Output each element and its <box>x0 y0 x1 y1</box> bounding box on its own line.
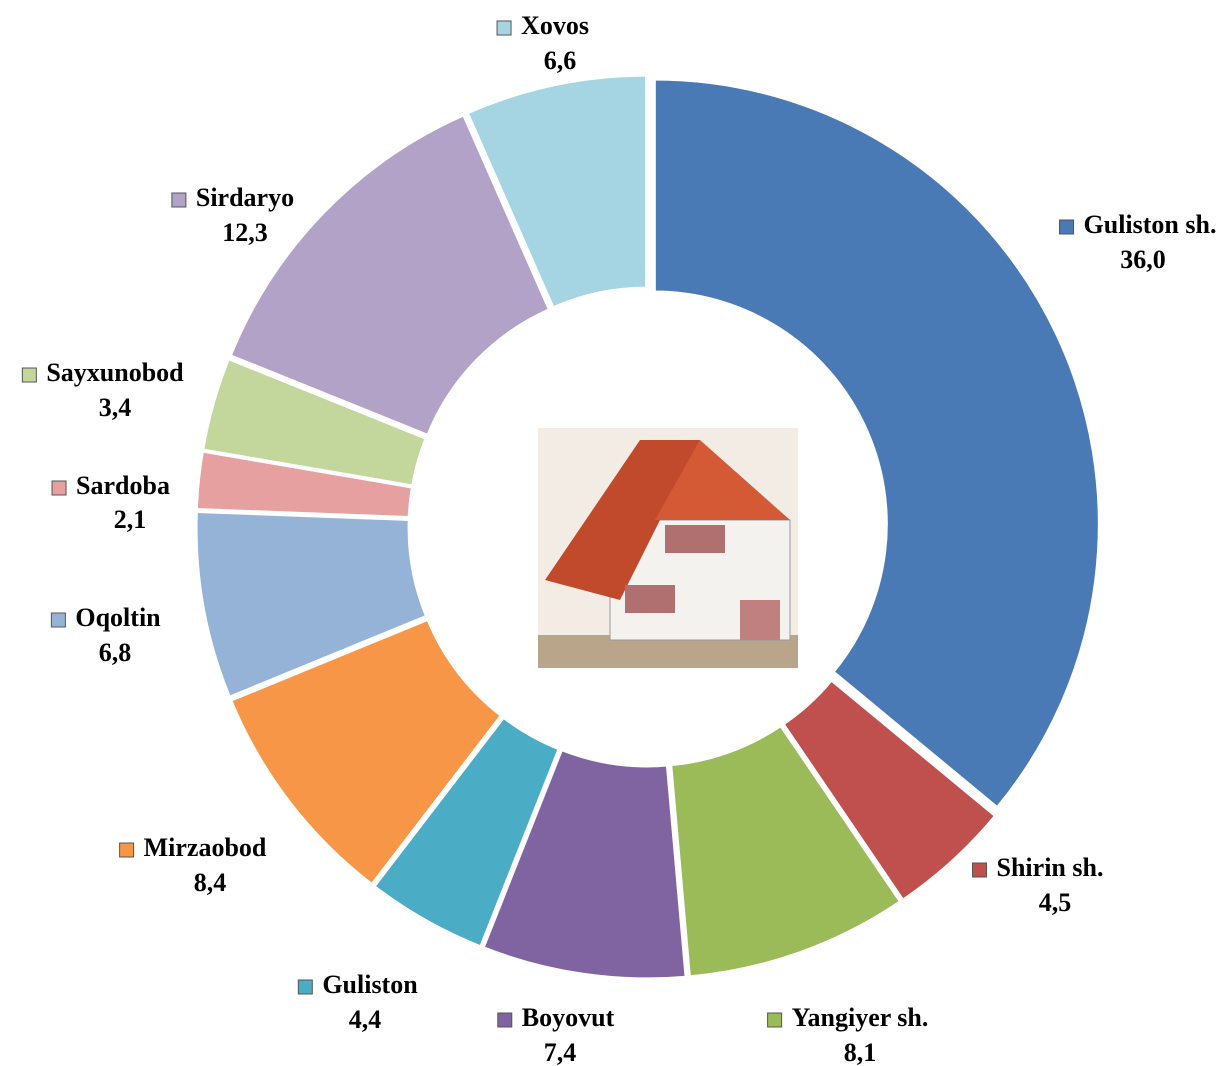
value-label: 4,4 <box>349 1005 382 1034</box>
legend-label: Sirdaryo <box>196 183 294 212</box>
legend-label: Oqoltin <box>75 603 161 632</box>
legend-label: Guliston sh. <box>1084 210 1217 239</box>
value-label: 4,5 <box>1039 888 1072 917</box>
legend-key <box>172 193 186 207</box>
house-window <box>625 585 675 613</box>
legend-key <box>768 1013 782 1027</box>
legend-label: Guliston <box>322 970 418 999</box>
house-door <box>740 600 780 640</box>
center-house-picture <box>538 428 798 668</box>
value-label: 36,0 <box>1120 245 1166 274</box>
legend-key <box>298 980 312 994</box>
legend-label: Mirzaobod <box>144 833 267 862</box>
value-label: 6,8 <box>99 638 132 667</box>
chart: Guliston sh. 36,0 Shirin sh. 4,5 Yangiyer sh… <box>0 0 1220 1066</box>
legend-label: Yangiyer sh. <box>792 1003 929 1032</box>
legend-label: Sayxunobod <box>46 358 184 387</box>
legend-key <box>120 843 134 857</box>
house-window <box>665 525 725 553</box>
legend-key <box>1060 220 1074 234</box>
legend-key <box>497 21 511 35</box>
legend-key <box>22 368 36 382</box>
legend-key <box>52 481 66 495</box>
value-label: 3,4 <box>99 393 132 422</box>
value-label: 12,3 <box>222 218 268 247</box>
legend-label: Sardoba <box>76 471 170 500</box>
value-label: 6,6 <box>544 46 577 75</box>
legend-key <box>51 613 65 627</box>
legend-label: Boyovut <box>522 1003 615 1032</box>
legend-key <box>498 1013 512 1027</box>
legend-label: Xovos <box>521 11 589 40</box>
value-label: 2,1 <box>114 505 147 534</box>
value-label: 7,4 <box>544 1038 577 1066</box>
value-label: 8,1 <box>844 1038 877 1066</box>
legend-key <box>973 863 987 877</box>
value-label: 8,4 <box>194 868 227 897</box>
legend-label: Shirin sh. <box>997 853 1104 882</box>
